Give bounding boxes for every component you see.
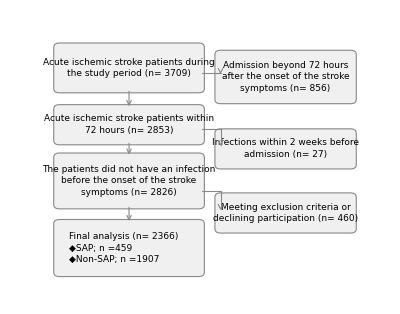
FancyBboxPatch shape [215, 50, 356, 104]
Text: The patients did not have an infection
before the onset of the stroke
symptoms (: The patients did not have an infection b… [42, 165, 216, 197]
Text: Admission beyond 72 hours
after the onset of the stroke
symptoms (n= 856): Admission beyond 72 hours after the onse… [222, 61, 350, 93]
Text: Acute ischemic stroke patients within
72 hours (n= 2853): Acute ischemic stroke patients within 72… [44, 114, 214, 135]
Text: Meeting exclusion criteria or
declining participation (n= 460): Meeting exclusion criteria or declining … [213, 203, 358, 223]
Text: Final analysis (n= 2366)
◆SAP; n =459
◆Non-SAP; n =1907: Final analysis (n= 2366) ◆SAP; n =459 ◆N… [69, 232, 178, 264]
FancyBboxPatch shape [54, 43, 204, 93]
FancyBboxPatch shape [215, 193, 356, 233]
FancyBboxPatch shape [215, 129, 356, 169]
FancyBboxPatch shape [54, 153, 204, 209]
FancyBboxPatch shape [54, 219, 204, 277]
FancyBboxPatch shape [54, 105, 204, 145]
Text: Acute ischemic stroke patients during
the study period (n= 3709): Acute ischemic stroke patients during th… [43, 57, 215, 78]
Text: Infections within 2 weeks before
admission (n= 27): Infections within 2 weeks before admissi… [212, 138, 359, 159]
